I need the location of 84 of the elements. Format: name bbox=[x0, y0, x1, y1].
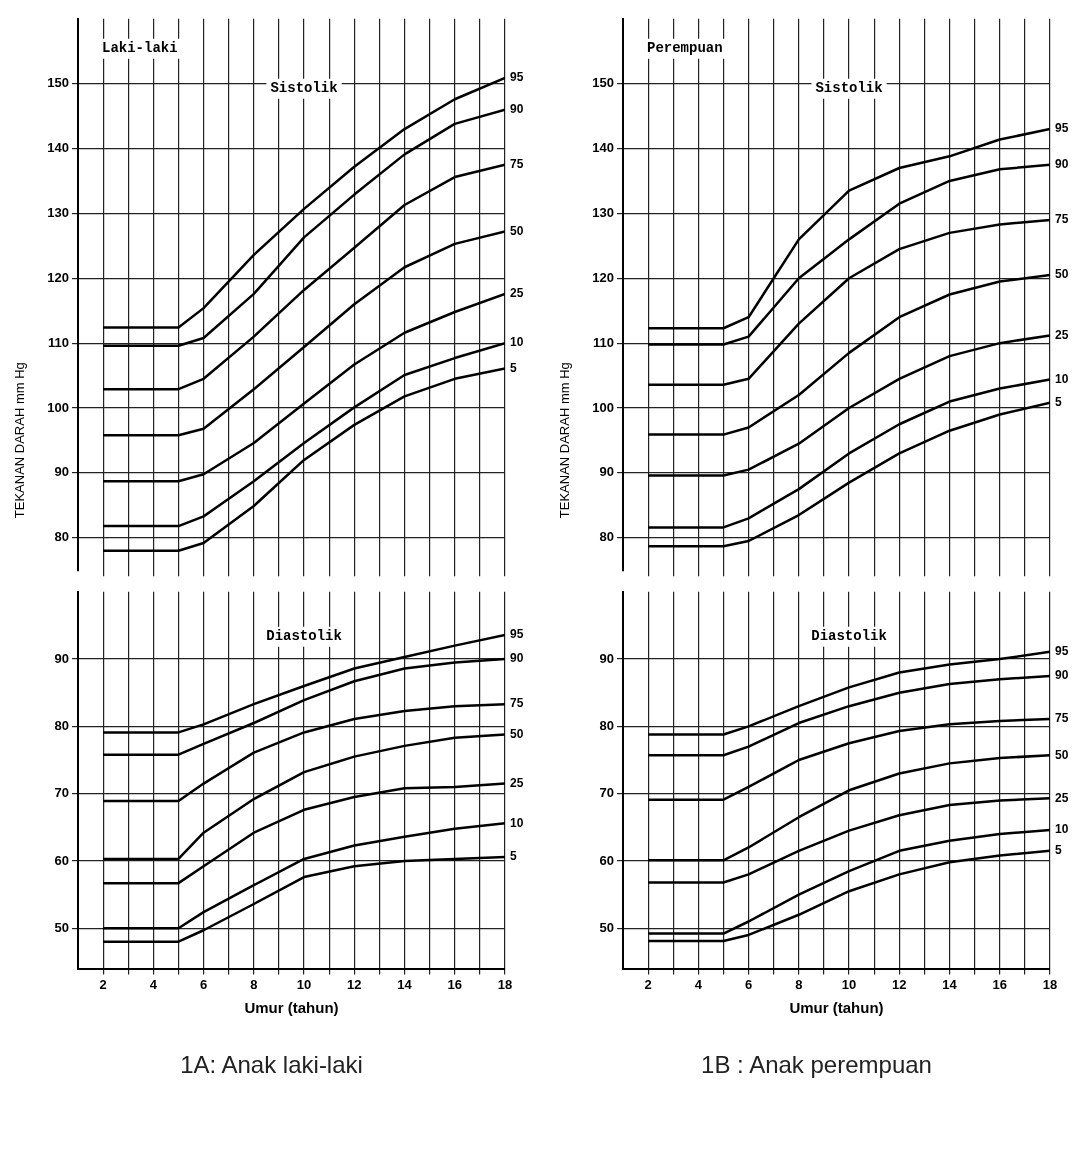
x-tick-label: 12 bbox=[892, 976, 907, 992]
series-label: 25 bbox=[510, 286, 524, 301]
y-tick-label: 90 bbox=[599, 464, 614, 480]
series-label: 25 bbox=[1055, 790, 1069, 805]
series-label: 5 bbox=[1055, 395, 1062, 410]
series-label: 95 bbox=[510, 70, 524, 85]
annotation: Laki-laki bbox=[102, 40, 178, 57]
y-tick-label: 60 bbox=[599, 852, 614, 868]
x-tick-label: 4 bbox=[694, 976, 703, 992]
series-label: 75 bbox=[510, 696, 524, 711]
series-label: 50 bbox=[510, 223, 524, 238]
y-tick-label: 130 bbox=[47, 204, 69, 220]
x-tick-label: 12 bbox=[347, 976, 362, 992]
series-label: 90 bbox=[1055, 157, 1069, 172]
x-tick-label: 8 bbox=[250, 976, 258, 992]
series-label: 5 bbox=[510, 360, 517, 375]
x-tick-label: 6 bbox=[744, 976, 753, 992]
x-tick-label: 6 bbox=[199, 976, 208, 992]
x-tick-label: 10 bbox=[296, 976, 312, 992]
y-tick-label: 120 bbox=[592, 269, 614, 285]
y-axis-title: TEKANAN DARAH mm Hg bbox=[556, 362, 572, 519]
series-label: 10 bbox=[1055, 822, 1069, 837]
series-label: 10 bbox=[510, 815, 524, 830]
series-label: 50 bbox=[1055, 747, 1069, 762]
y-tick-label: 150 bbox=[592, 75, 614, 91]
x-tick-label: 18 bbox=[497, 976, 513, 992]
y-tick-label: 150 bbox=[47, 75, 69, 91]
annotation: Perempuan bbox=[647, 40, 723, 57]
x-tick-label: 14 bbox=[942, 976, 958, 992]
annotation: Sistolik bbox=[815, 80, 883, 97]
series-label: 90 bbox=[510, 651, 524, 666]
y-tick-label: 90 bbox=[54, 464, 69, 480]
annotation: Diastolik bbox=[266, 628, 342, 645]
series-label: 5 bbox=[1055, 843, 1062, 858]
series-label: 75 bbox=[1055, 711, 1069, 726]
series-label: 25 bbox=[1055, 327, 1069, 342]
x-tick-label: 10 bbox=[841, 976, 857, 992]
series-label: 50 bbox=[1055, 267, 1069, 282]
series-label: 90 bbox=[510, 101, 524, 116]
y-tick-label: 80 bbox=[54, 529, 69, 545]
x-tick-label: 4 bbox=[149, 976, 158, 992]
x-axis-title: Umur (tahun) bbox=[244, 999, 339, 1017]
series-label: 5 bbox=[510, 849, 517, 864]
y-tick-label: 80 bbox=[599, 529, 614, 545]
series-label: 95 bbox=[510, 627, 524, 642]
x-tick-label: 16 bbox=[447, 976, 462, 992]
y-tick-label: 130 bbox=[592, 204, 614, 220]
y-tick-label: 50 bbox=[599, 919, 614, 935]
y-tick-label: 80 bbox=[599, 717, 614, 733]
y-tick-label: 140 bbox=[47, 140, 69, 156]
series-label: 50 bbox=[510, 726, 524, 741]
series-label: 75 bbox=[1055, 212, 1069, 227]
x-tick-label: 18 bbox=[1042, 976, 1058, 992]
text: 1B : Anak perempuan bbox=[701, 1051, 932, 1079]
x-tick-label: 8 bbox=[795, 976, 803, 992]
series-label: 10 bbox=[510, 335, 524, 350]
y-tick-label: 90 bbox=[599, 650, 614, 666]
x-tick-label: 2 bbox=[644, 976, 652, 992]
series-label: 95 bbox=[1055, 644, 1069, 658]
series-label: 95 bbox=[1055, 121, 1069, 136]
y-axis-title: TEKANAN DARAH mm Hg bbox=[11, 362, 27, 519]
series-label: 25 bbox=[510, 775, 524, 790]
y-tick-label: 70 bbox=[599, 785, 614, 801]
y-tick-label: 60 bbox=[54, 852, 69, 868]
y-tick-label: 100 bbox=[47, 399, 69, 415]
y-tick-label: 110 bbox=[593, 334, 614, 350]
x-tick-label: 14 bbox=[397, 976, 413, 992]
series-label: 90 bbox=[1055, 668, 1069, 683]
text: 1A: Anak laki-laki bbox=[180, 1051, 363, 1079]
y-tick-label: 80 bbox=[54, 717, 69, 733]
series-label: 75 bbox=[510, 157, 524, 172]
y-tick-label: 110 bbox=[48, 334, 69, 350]
x-axis-title: Umur (tahun) bbox=[789, 999, 884, 1017]
x-tick-label: 16 bbox=[992, 976, 1007, 992]
y-tick-label: 50 bbox=[54, 919, 69, 935]
annotation: Diastolik bbox=[811, 628, 887, 645]
y-tick-label: 140 bbox=[592, 140, 614, 156]
x-tick-label: 2 bbox=[99, 976, 107, 992]
y-tick-label: 90 bbox=[54, 650, 69, 666]
annotation: Sistolik bbox=[270, 80, 338, 97]
y-tick-label: 100 bbox=[592, 399, 614, 415]
series-label: 10 bbox=[1055, 371, 1069, 386]
y-tick-label: 70 bbox=[54, 785, 69, 801]
y-tick-label: 120 bbox=[47, 269, 69, 285]
